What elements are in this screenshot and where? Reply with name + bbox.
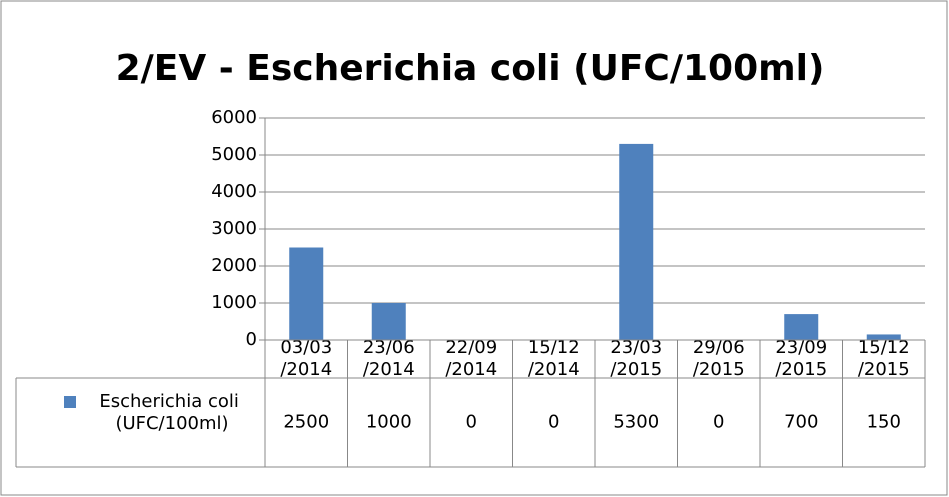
x-tick-label: 23/09/2015 bbox=[775, 337, 827, 380]
table-value: 5300 bbox=[613, 412, 659, 433]
bar bbox=[619, 143, 654, 340]
y-tick-label: 3000 bbox=[211, 218, 257, 239]
x-tick-label: 03/03/2014 bbox=[280, 337, 332, 380]
table-value: 0 bbox=[466, 412, 477, 433]
bar bbox=[784, 314, 819, 340]
x-tick-label: 23/03/2015 bbox=[610, 337, 662, 380]
table-value: 0 bbox=[548, 412, 559, 433]
legend-label: Escherichia coli (UFC/100ml) bbox=[99, 391, 244, 434]
bar bbox=[866, 334, 901, 340]
bar bbox=[289, 247, 324, 340]
table-value: 150 bbox=[867, 412, 901, 433]
x-tick-label: 15/12/2014 bbox=[528, 337, 580, 380]
chart-title: 2/EV - Escherichia coli (UFC/100ml) bbox=[116, 48, 825, 89]
x-tick-label: 15/12/2015 bbox=[858, 337, 910, 380]
x-tick-label: 29/06/2015 bbox=[693, 337, 745, 380]
y-tick-label: 2000 bbox=[211, 255, 257, 276]
table-value: 0 bbox=[713, 412, 724, 433]
table-value: 1000 bbox=[366, 412, 412, 433]
y-tick-label: 4000 bbox=[211, 181, 257, 202]
y-tick-label: 6000 bbox=[211, 107, 257, 128]
table-value: 700 bbox=[784, 412, 818, 433]
x-tick-label: 22/09/2014 bbox=[445, 337, 497, 380]
bar bbox=[371, 303, 406, 340]
x-tick-label: 23/06/2014 bbox=[363, 337, 415, 380]
table-value: 2500 bbox=[283, 412, 329, 433]
y-tick-label: 5000 bbox=[211, 144, 257, 165]
y-tick-label: 1000 bbox=[211, 292, 257, 313]
legend-swatch bbox=[64, 396, 76, 408]
y-tick-label: 0 bbox=[246, 329, 257, 350]
